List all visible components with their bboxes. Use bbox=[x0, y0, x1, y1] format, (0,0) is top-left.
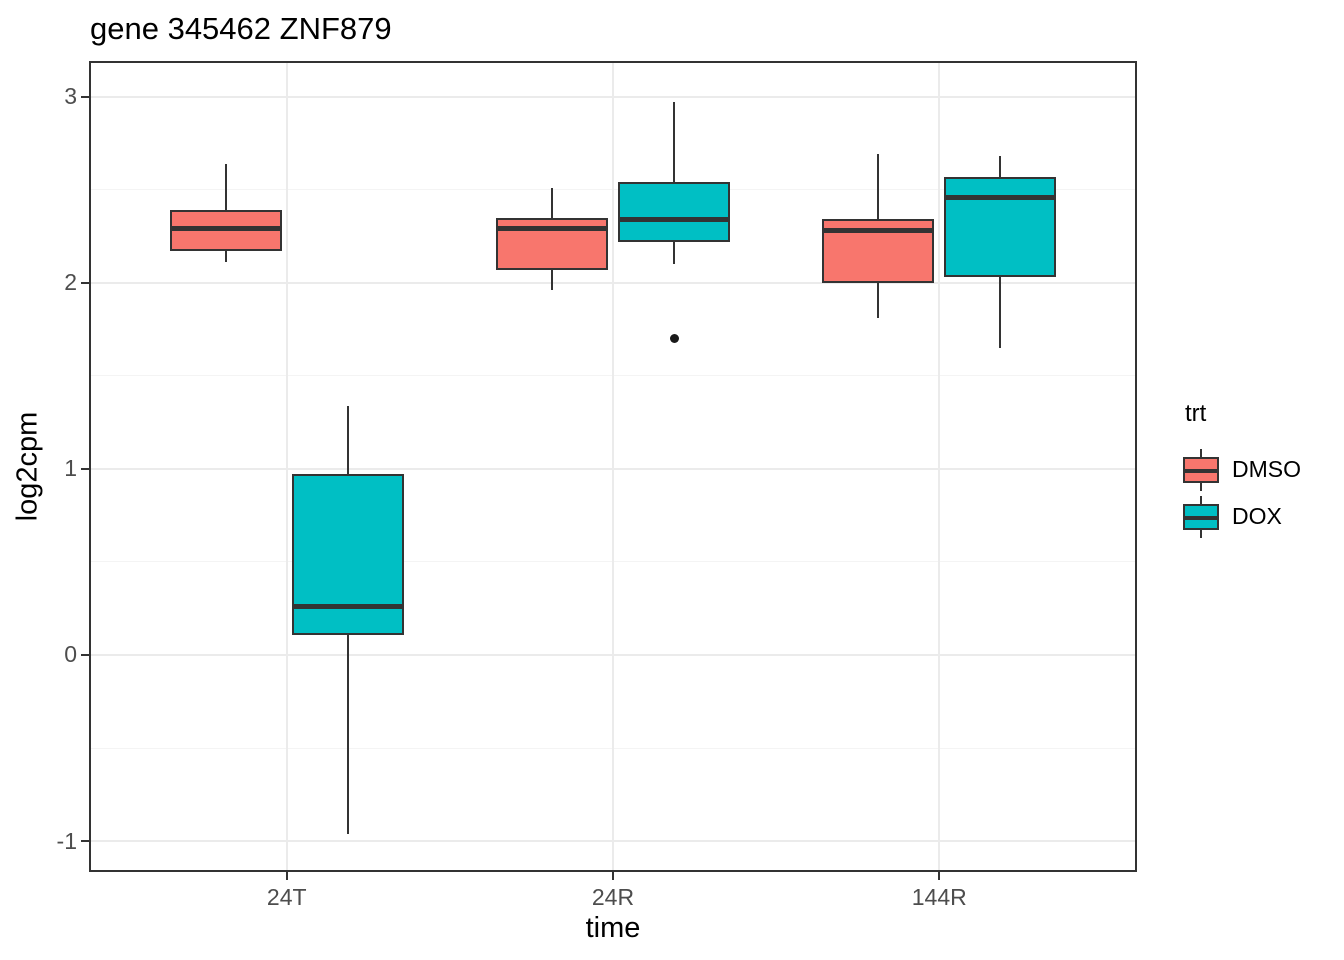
y-tick-mark bbox=[81, 653, 89, 656]
legend-items: DMSO DOX bbox=[1183, 446, 1301, 540]
key-median bbox=[1185, 515, 1217, 520]
y-tick-mark bbox=[81, 95, 89, 98]
legend-item: DMSO bbox=[1183, 446, 1301, 493]
y-tick-label: 3 bbox=[64, 83, 77, 109]
x-tick-label: 24T bbox=[266, 884, 307, 910]
key-box bbox=[1183, 456, 1219, 483]
y-tick-label: 1 bbox=[64, 455, 77, 482]
y-axis-ticks: -1 0 1 2 3 bbox=[0, 63, 89, 870]
boxplot-key-icon bbox=[1183, 495, 1219, 539]
plot-title: gene 345462 ZNF879 bbox=[90, 11, 392, 46]
y-tick-label: 0 bbox=[64, 641, 77, 668]
y-tick-mark bbox=[81, 467, 89, 470]
boxplot-key-icon bbox=[1183, 448, 1219, 492]
x-axis-title: time bbox=[585, 912, 641, 944]
x-tick-label: 144R bbox=[911, 884, 967, 910]
key-box bbox=[1183, 503, 1219, 530]
y-tick-label: 2 bbox=[64, 269, 77, 296]
key-median bbox=[1185, 468, 1217, 473]
x-tick-label: 24R bbox=[591, 884, 635, 910]
legend: trt DMSO DOX bbox=[1183, 400, 1301, 540]
x-axis-ticks: 24T 24R 144R bbox=[91, 872, 1135, 932]
x-tick-mark bbox=[612, 872, 614, 880]
y-tick-mark bbox=[81, 840, 89, 843]
legend-label: DOX bbox=[1232, 503, 1282, 529]
legend-item: DOX bbox=[1183, 493, 1301, 540]
plot-panel bbox=[89, 61, 1137, 872]
y-tick-mark bbox=[81, 281, 89, 284]
legend-title: trt bbox=[1185, 400, 1207, 427]
x-tick-mark bbox=[938, 872, 941, 880]
legend-label: DMSO bbox=[1232, 456, 1301, 482]
x-tick-mark bbox=[285, 872, 288, 880]
y-tick-label: -1 bbox=[56, 827, 77, 854]
